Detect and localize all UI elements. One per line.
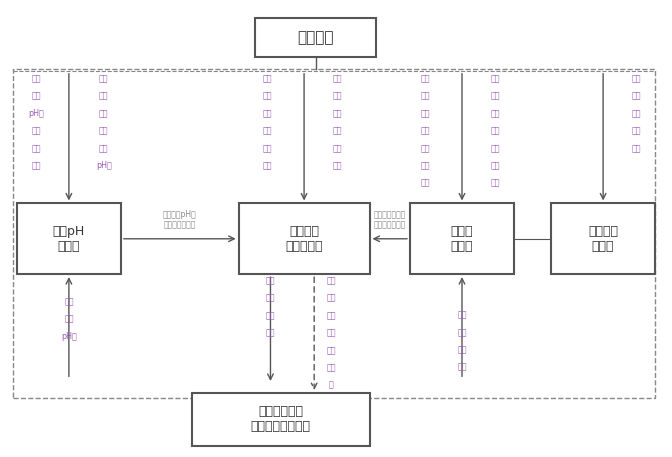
Text: 输入: 输入	[99, 74, 109, 84]
Text: 电极自动
转换控制器: 电极自动 转换控制器	[286, 225, 323, 253]
Text: 输入: 输入	[333, 92, 343, 101]
Text: 的一: 的一	[491, 144, 501, 153]
Text: 转换: 转换	[333, 144, 343, 153]
Bar	[192, 393, 370, 446]
Text: 控制: 控制	[333, 109, 343, 118]
Text: 控制面板: 控制面板	[298, 30, 334, 45]
Text: 制电: 制电	[326, 329, 336, 338]
Text: 排水量
控制器: 排水量 控制器	[451, 225, 473, 253]
Bar	[239, 203, 370, 274]
Text: 输入: 输入	[491, 74, 501, 84]
Text: 控制: 控制	[491, 92, 501, 101]
Text: 函数: 函数	[262, 109, 272, 118]
Bar	[13, 69, 655, 398]
Bar	[17, 203, 121, 274]
Text: 转换: 转换	[265, 311, 276, 320]
Text: 选择: 选择	[632, 74, 642, 84]
Text: 输入: 输入	[64, 297, 74, 306]
Text: 电极: 电极	[491, 109, 501, 118]
Text: 入控: 入控	[326, 311, 336, 320]
Text: pH值: pH值	[61, 332, 77, 341]
Text: 选择: 选择	[420, 74, 430, 84]
Text: 转换: 转换	[99, 127, 109, 136]
Text: 水值: 水值	[491, 179, 501, 188]
Text: 电极: 电极	[265, 294, 276, 303]
Text: 选择: 选择	[262, 74, 272, 84]
Text: 电极: 电极	[420, 161, 430, 170]
Text: 电极: 电极	[333, 127, 343, 136]
Text: 的排: 的排	[420, 109, 430, 118]
Text: 转换: 转换	[32, 161, 42, 170]
Text: 换函: 换函	[326, 363, 336, 372]
Text: 输入阳极pH值
和电极转换信号: 输入阳极pH值 和电极转换信号	[163, 210, 197, 229]
Text: 电极: 电极	[262, 144, 272, 153]
Text: 极排: 极排	[491, 161, 501, 170]
Text: 电极: 电极	[32, 144, 42, 153]
Text: 阳极: 阳极	[64, 314, 74, 324]
Text: 选择: 选择	[32, 74, 42, 84]
Text: 电极转换装置
一计算机连接端口: 电极转换装置 一计算机连接端口	[251, 405, 310, 433]
Text: pH值: pH值	[29, 109, 44, 118]
Text: 的排: 的排	[457, 345, 467, 355]
Text: 阳极: 阳极	[99, 144, 109, 153]
Bar	[255, 18, 376, 57]
Bar	[551, 203, 655, 274]
Text: 极转: 极转	[326, 346, 336, 355]
Text: 一极: 一极	[420, 92, 430, 101]
Text: 水量: 水量	[420, 127, 430, 136]
Text: 转换: 转换	[632, 144, 642, 153]
Text: 输出: 输出	[265, 276, 276, 286]
Text: 手动: 手动	[333, 74, 343, 84]
Text: 转换: 转换	[262, 161, 272, 170]
Bar	[410, 203, 514, 274]
Text: 阳极pH
控制器: 阳极pH 控制器	[53, 225, 85, 253]
Text: 控制: 控制	[99, 92, 109, 101]
Text: 一极: 一极	[457, 328, 467, 337]
Text: 控制: 控制	[262, 127, 272, 136]
Text: 时间: 时间	[265, 329, 276, 338]
Text: 输入: 输入	[262, 92, 272, 101]
Text: 机输: 机输	[326, 294, 336, 303]
Text: 水量: 水量	[457, 363, 467, 372]
Text: 控制: 控制	[632, 109, 642, 118]
Text: 转换: 转换	[491, 127, 501, 136]
Text: 计算: 计算	[326, 276, 336, 286]
Text: 输入一极排水量
和电极转换信号: 输入一极排水量 和电极转换信号	[374, 210, 406, 229]
Text: 控制: 控制	[32, 127, 42, 136]
Text: 电极手动
转换阀: 电极手动 转换阀	[588, 225, 618, 253]
Text: 转换: 转换	[420, 179, 430, 188]
Text: 输入: 输入	[457, 311, 467, 320]
Text: 电极: 电极	[632, 127, 642, 136]
Text: 电极: 电极	[99, 109, 109, 118]
Text: 函数: 函数	[333, 161, 343, 170]
Text: pH值: pH值	[96, 161, 112, 170]
Text: 手动: 手动	[632, 92, 642, 101]
Text: 数: 数	[329, 381, 333, 390]
Text: 阳极: 阳极	[32, 92, 42, 101]
Text: 控制: 控制	[420, 144, 430, 153]
